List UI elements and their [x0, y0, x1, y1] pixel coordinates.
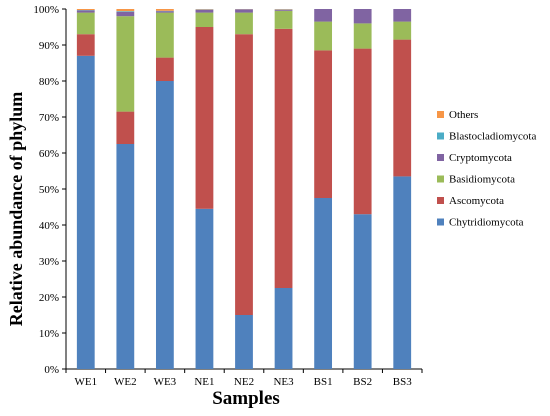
y-tick-label: 40% [39, 220, 59, 232]
legend-swatch [437, 175, 444, 183]
bar-segment-basidiomycota-ne2 [235, 12, 253, 35]
bar-segment-cryptomycota-ne1 [195, 9, 214, 13]
x-axis-title: Samples [212, 388, 280, 409]
bar-segment-chytridiomycota-we1 [76, 55, 95, 370]
legend-swatch [437, 197, 444, 204]
y-tick-label: 80% [39, 76, 59, 88]
x-tick-label: BS2 [353, 376, 372, 388]
legend-label: Cryptomycota [449, 152, 512, 164]
bar-segment-basidiomycota-bs2 [353, 23, 372, 49]
bar-segment-basidiomycota-bs3 [393, 21, 412, 40]
bar-segment-basidiomycota-ne1 [195, 12, 214, 27]
y-tick-label: 100% [33, 4, 59, 16]
bar-segment-cryptomycota-we1 [76, 10, 95, 13]
bar-segment-ascomycota-bs3 [393, 39, 412, 177]
x-tick-label: NE1 [194, 376, 214, 388]
bar-segment-chytridiomycota-bs1 [314, 198, 333, 369]
bar-segment-basidiomycota-we2 [116, 16, 135, 112]
x-tick-label: NE2 [234, 376, 254, 388]
x-tick-label: WE3 [154, 376, 177, 388]
x-tick-label: BS3 [393, 376, 412, 388]
bar-segment-cryptomycota-ne2 [235, 9, 253, 13]
y-axis-ticks: 0% 10% 20% 30% 40% 50% 60% 70% 80% 90% 100% [33, 4, 66, 376]
bar-segment-ascomycota-ne1 [195, 27, 214, 209]
bar-segment-cryptomycota-bs2 [353, 9, 372, 24]
bar-segment-chytridiomycota-ne3 [274, 288, 293, 369]
bar-segment-chytridiomycota-we2 [116, 144, 135, 369]
y-tick-label: 60% [39, 148, 59, 160]
bar-segment-basidiomycota-we3 [155, 12, 174, 58]
bar-segment-ascomycota-we1 [76, 34, 95, 56]
bar-segment-others-we1 [76, 9, 95, 11]
bar-segment-others-we2 [116, 9, 135, 12]
legend-swatch [437, 218, 444, 226]
bar-segment-chytridiomycota-ne1 [195, 208, 214, 369]
bar-segment-others-we3 [155, 9, 174, 11]
y-tick-label: 0% [44, 364, 59, 376]
bar-segment-chytridiomycota-bs3 [393, 176, 412, 369]
y-tick-label: 70% [39, 112, 59, 124]
y-axis-title: Relative abundance of phylum [6, 92, 26, 327]
legend-swatch [437, 132, 444, 140]
bar-segment-ascomycota-we3 [155, 57, 174, 81]
x-tick-label: NE3 [273, 376, 294, 388]
legend-swatch [437, 154, 444, 161]
bar-segment-cryptomycota-we3 [155, 11, 174, 13]
bar-segment-cryptomycota-we2 [116, 11, 135, 17]
bar-segment-basidiomycota-ne3 [274, 10, 293, 29]
legend-label: Basidiomycota [449, 174, 515, 186]
y-tick-label: 10% [39, 328, 59, 340]
bar-segment-ascomycota-bs2 [353, 48, 372, 215]
bar-segment-chytridiomycota-we3 [155, 81, 174, 369]
legend-label: Others [449, 109, 478, 121]
y-tick-label: 90% [39, 40, 59, 52]
legend-label: Chytridiomycota [449, 217, 524, 229]
x-tick-label: WE2 [114, 376, 137, 388]
bar-segment-ascomycota-ne2 [235, 34, 253, 315]
x-tick-label: WE1 [74, 376, 97, 388]
legend-swatch [437, 111, 444, 118]
legend-label: Blastocladiomycota [449, 131, 536, 143]
legend: Others Blastocladiomycota Cryptomycota Basi… [437, 109, 536, 229]
bar-segment-basidiomycota-we1 [76, 12, 95, 35]
bar-segment-ascomycota-bs1 [314, 50, 333, 199]
bar-segment-cryptomycota-ne3 [274, 9, 293, 11]
plot-area [65, 9, 422, 370]
bar-segment-cryptomycota-bs3 [393, 9, 412, 22]
bar-segment-cryptomycota-bs1 [314, 9, 333, 22]
x-axis-ticks: WE1 WE2 WE3 NE1 NE2 NE3 BS1 BS2 BS3 [65, 369, 423, 388]
bar-segment-blastocladiomycota-we2 [116, 11, 135, 12]
bar-segment-chytridiomycota-ne2 [235, 315, 253, 369]
y-tick-label: 50% [39, 184, 59, 196]
bar-segment-ascomycota-ne3 [274, 28, 293, 289]
legend-label: Ascomycota [449, 195, 504, 207]
bar-segment-chytridiomycota-bs2 [353, 214, 372, 369]
x-tick-label: BS1 [314, 376, 333, 388]
bar-segment-basidiomycota-bs1 [314, 21, 333, 51]
y-tick-label: 20% [39, 292, 59, 304]
y-tick-label: 30% [39, 256, 59, 268]
bar-segment-ascomycota-we2 [116, 111, 135, 144]
